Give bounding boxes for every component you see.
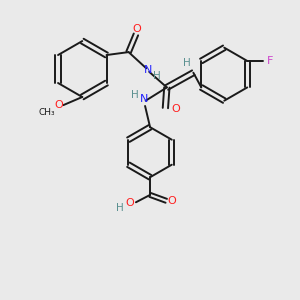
Text: H: H xyxy=(183,58,191,68)
Text: F: F xyxy=(267,56,273,66)
Text: O: O xyxy=(132,23,141,34)
Text: N: N xyxy=(143,65,152,75)
Text: O: O xyxy=(171,103,180,114)
Text: H: H xyxy=(153,71,160,81)
Text: O: O xyxy=(125,198,134,208)
Text: H: H xyxy=(130,90,138,100)
Text: H: H xyxy=(116,202,124,213)
Text: O: O xyxy=(167,196,176,206)
Text: CH₃: CH₃ xyxy=(39,108,56,117)
Text: O: O xyxy=(55,100,63,110)
Text: N: N xyxy=(140,94,148,104)
